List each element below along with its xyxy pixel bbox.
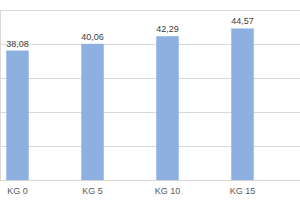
bar bbox=[231, 28, 254, 180]
y-tick bbox=[0, 146, 300, 147]
grid-line bbox=[0, 146, 300, 147]
x-tick-label: KG 5 bbox=[82, 186, 103, 196]
bar bbox=[156, 36, 179, 180]
x-tick: KG 5 bbox=[82, 180, 103, 196]
data-label: 40,06 bbox=[81, 32, 104, 42]
data-label: 38,08 bbox=[6, 39, 29, 49]
y-axis bbox=[0, 11, 300, 181]
data-label: 44,57 bbox=[231, 16, 254, 26]
data-labels: 38,08 40,06 42,29 44,57 bbox=[6, 16, 254, 48]
grid-line bbox=[0, 10, 300, 11]
x-tick: KG 15 bbox=[230, 180, 256, 196]
chart: KG 0 KG 5 KG 10 KG 15 38,08 40,06 42,29 44,57 bbox=[0, 0, 300, 200]
x-tick: KG 10 bbox=[155, 180, 181, 196]
x-tick: KG 0 bbox=[7, 180, 28, 196]
x-tick-label: KG 0 bbox=[7, 186, 28, 196]
y-axis-line bbox=[1, 11, 300, 181]
bar bbox=[81, 44, 104, 180]
x-tick-label: KG 15 bbox=[230, 186, 256, 196]
y-tick bbox=[0, 112, 300, 113]
grid-line bbox=[0, 112, 300, 113]
x-axis-line bbox=[0, 180, 281, 181]
x-tick-label: KG 10 bbox=[155, 186, 181, 196]
y-tick bbox=[0, 10, 300, 11]
grid-line bbox=[0, 44, 300, 45]
y-tick bbox=[0, 78, 300, 79]
y-tick bbox=[0, 44, 300, 45]
grid-line bbox=[0, 78, 300, 79]
x-axis: KG 0 KG 5 KG 10 KG 15 bbox=[0, 180, 281, 196]
chart-container: KG 0 KG 5 KG 10 KG 15 38,08 40,06 42,29 44,57 bbox=[0, 0, 300, 200]
bar bbox=[6, 51, 29, 180]
data-label: 42,29 bbox=[156, 24, 179, 34]
bars bbox=[6, 28, 254, 180]
